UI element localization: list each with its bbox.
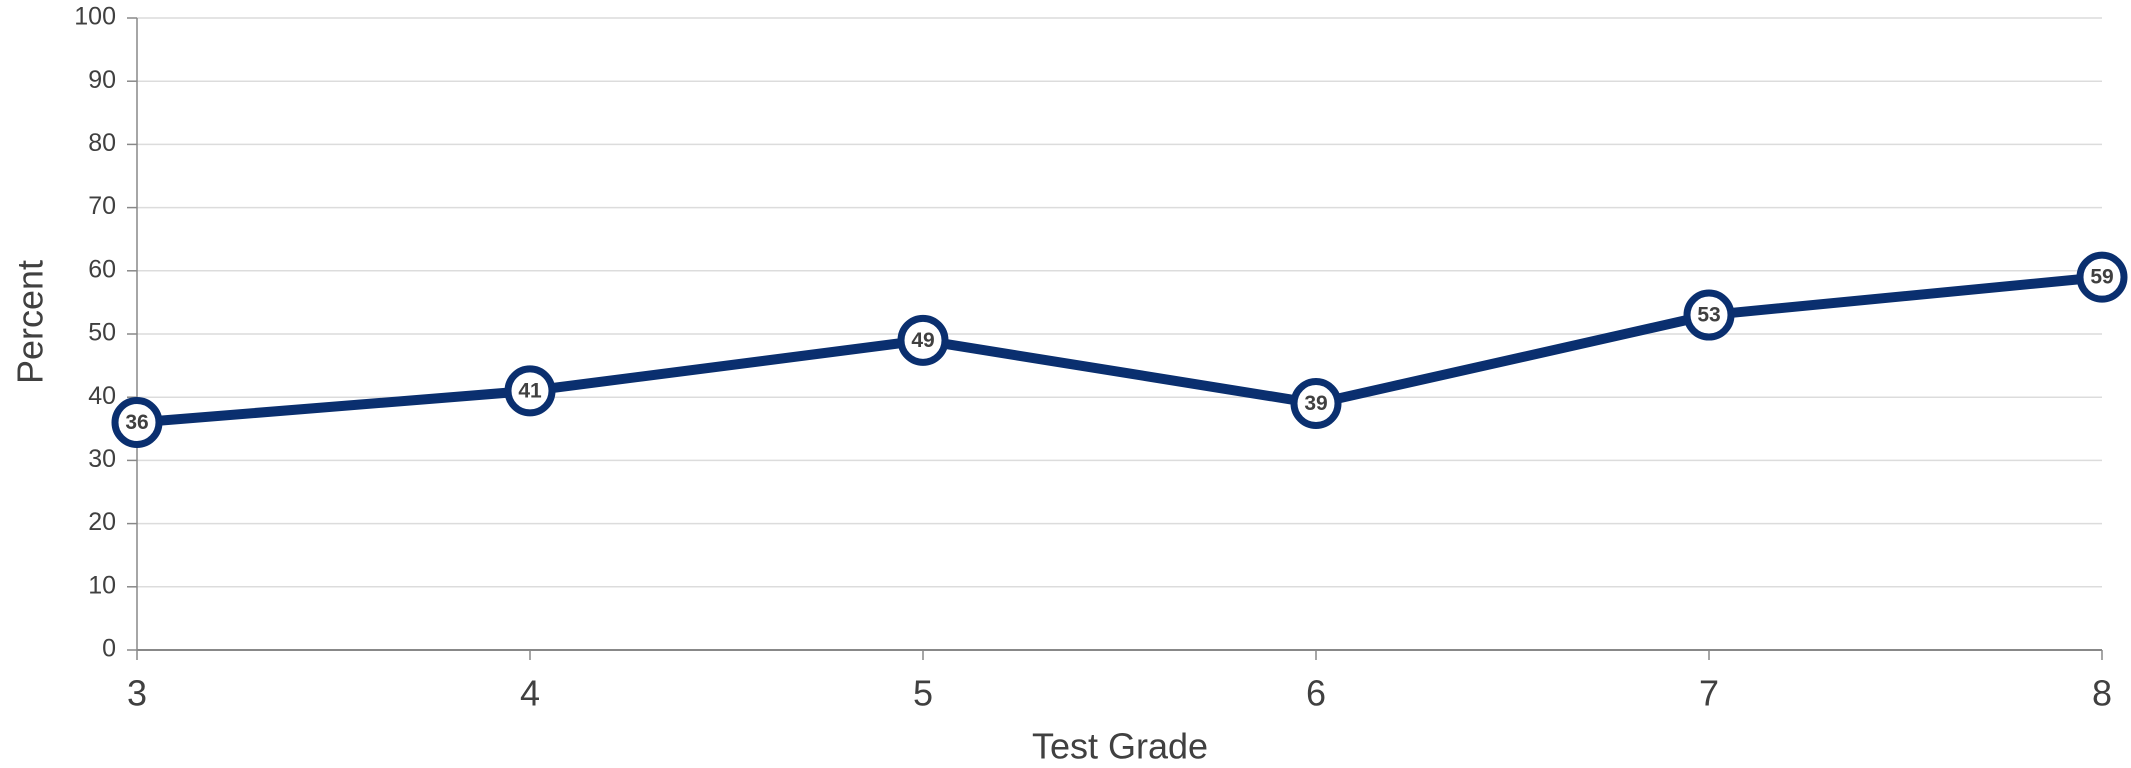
y-tick-label: 60 [88,255,116,283]
x-tick-label: 6 [1306,673,1326,714]
data-label: 36 [125,411,148,434]
y-tick-label: 100 [74,3,116,31]
marker [1290,378,1342,430]
marker [1683,289,1735,341]
marker [2076,251,2128,303]
y-axis-title: Percent [10,260,51,384]
data-label: 59 [2090,266,2113,289]
y-tick-label: 70 [88,192,116,220]
marker [111,396,163,448]
marker [897,314,949,366]
marker [504,365,556,417]
x-tick-label: 7 [1699,673,1719,714]
x-tick-label: 5 [913,673,933,714]
x-axis-title: Test Grade [1032,726,1208,767]
y-tick-label: 30 [88,445,116,473]
y-tick-label: 80 [88,129,116,157]
data-label: 39 [1304,392,1327,415]
y-tick-label: 40 [88,382,116,410]
x-tick-label: 3 [127,673,147,714]
y-tick-label: 50 [88,319,116,347]
data-label: 49 [911,329,934,352]
x-tick-label: 8 [2092,673,2112,714]
line [136,272,2103,428]
y-tick-label: 20 [88,508,116,536]
y-tick-label: 10 [88,571,116,599]
x-tick-label: 4 [520,673,540,714]
y-tick-label: 0 [102,635,116,663]
y-tick-label: 90 [88,66,116,94]
data-label: 53 [1697,304,1720,327]
data-label: 41 [518,379,542,402]
